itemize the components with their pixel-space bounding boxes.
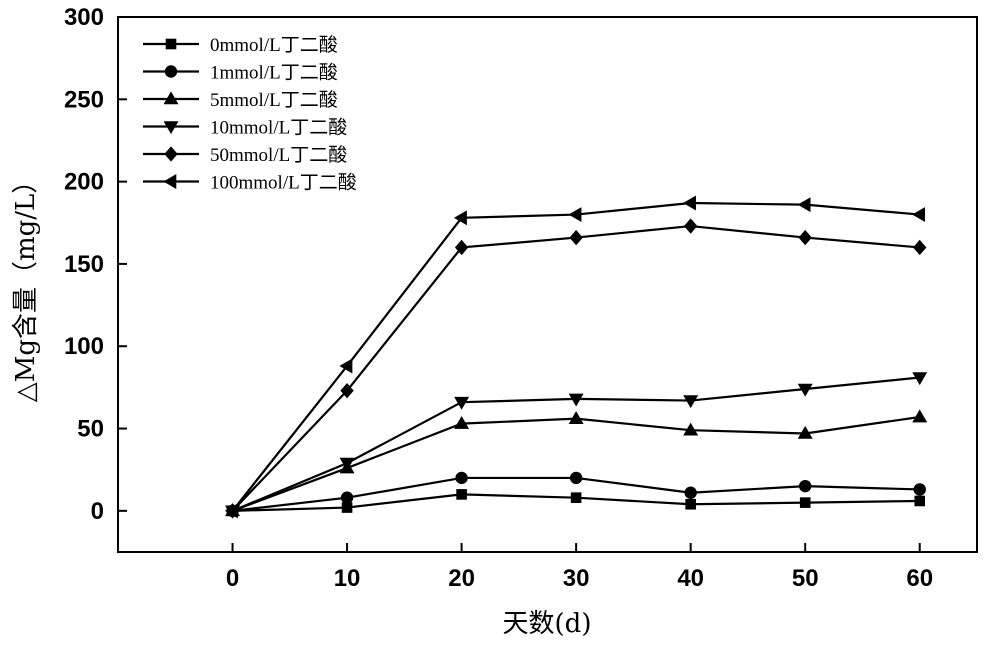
data-point <box>800 480 811 491</box>
x-tick-label: 20 <box>448 565 475 592</box>
data-point <box>799 231 811 245</box>
data-point <box>913 410 926 421</box>
data-point <box>570 208 581 221</box>
data-point <box>341 492 352 503</box>
x-tick-label: 60 <box>906 565 933 592</box>
legend-label: 1mmol/L丁二酸 <box>210 62 338 84</box>
y-tick-label: 0 <box>91 498 104 525</box>
legend-label: 100mmol/L丁二酸 <box>210 172 357 194</box>
data-point <box>166 39 176 49</box>
legend-label: 0mmol/L丁二酸 <box>210 34 338 56</box>
y-tick-label: 100 <box>64 333 104 360</box>
legend-label: 10mmol/L丁二酸 <box>210 117 347 139</box>
data-point <box>457 490 467 500</box>
y-tick-label: 200 <box>64 169 104 196</box>
x-axis: 0 10 20 30 40 50 60 <box>226 543 933 592</box>
data-point <box>915 496 925 506</box>
data-point <box>165 66 176 77</box>
data-point <box>914 484 925 495</box>
data-point <box>913 208 924 221</box>
legend: 0mmol/L丁二酸 1mmol/L丁二酸 5mmol/L丁二酸 10mmol/L丁二… <box>143 34 357 194</box>
series-0 <box>228 490 925 516</box>
x-tick-label: 30 <box>563 565 590 592</box>
data-point <box>686 499 696 509</box>
y-tick-label: 300 <box>64 4 104 31</box>
legend-entry: 5mmol/L丁二酸 <box>143 89 338 111</box>
data-point <box>685 219 697 233</box>
legend-label: 5mmol/L丁二酸 <box>210 89 338 111</box>
y-axis-title: △Mg含量（mg/L） <box>11 168 41 403</box>
data-point <box>685 487 696 498</box>
data-point <box>456 472 467 483</box>
legend-entry: 50mmol/L丁二酸 <box>143 144 347 166</box>
x-tick-label: 0 <box>226 565 239 592</box>
legend-label: 50mmol/L丁二酸 <box>210 144 347 166</box>
series-line <box>233 203 920 511</box>
y-tick-label: 250 <box>64 86 104 113</box>
data-point <box>914 241 926 255</box>
x-axis-title: 天数(d) <box>503 609 592 639</box>
x-tick-label: 50 <box>792 565 819 592</box>
y-tick-label: 50 <box>77 416 104 443</box>
legend-entry: 1mmol/L丁二酸 <box>143 62 338 84</box>
legend-entry: 0mmol/L丁二酸 <box>143 34 338 56</box>
series-layer <box>226 196 926 517</box>
y-tick-label: 150 <box>64 251 104 278</box>
data-point <box>684 196 695 209</box>
data-point <box>570 472 581 483</box>
x-tick-label: 40 <box>677 565 704 592</box>
data-point <box>165 147 177 161</box>
legend-entry: 10mmol/L丁二酸 <box>143 117 347 139</box>
data-point <box>799 198 810 211</box>
data-point <box>164 175 175 188</box>
legend-entry: 100mmol/L丁二酸 <box>143 172 357 194</box>
data-point <box>570 231 582 245</box>
data-point <box>800 498 810 508</box>
data-point <box>342 503 352 513</box>
data-point <box>571 493 581 503</box>
x-tick-label: 10 <box>334 565 361 592</box>
